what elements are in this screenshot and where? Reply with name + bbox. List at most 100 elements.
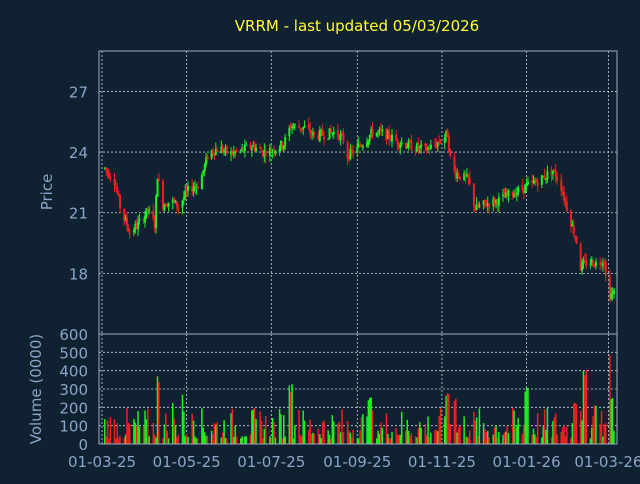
volume-bar	[434, 430, 436, 444]
candle-body	[162, 181, 165, 209]
candle-body	[543, 175, 546, 179]
volume-bar	[603, 424, 606, 444]
volume-bar	[147, 408, 149, 444]
candle-body	[137, 221, 140, 230]
candle-body	[289, 127, 292, 129]
volume-bar	[310, 433, 313, 444]
candle-body	[478, 205, 481, 208]
volume-bar	[321, 422, 324, 444]
candle-body	[371, 128, 374, 136]
candle-body	[299, 127, 302, 130]
candle-body	[571, 224, 574, 227]
candle-body	[517, 187, 520, 193]
candle-body	[230, 151, 233, 155]
volume-tick-label: 300	[59, 381, 88, 399]
candle-body	[436, 142, 439, 147]
candle-body	[350, 149, 353, 151]
candle-body	[349, 148, 352, 159]
volume-bar	[498, 431, 500, 444]
volume-bar	[463, 416, 465, 444]
volume-bar	[123, 437, 125, 444]
candle-body	[145, 208, 148, 217]
price-panel-frame	[98, 50, 618, 335]
candle-body	[264, 151, 267, 157]
date-tick-label: 01-07-25	[237, 453, 305, 471]
volume-bar	[371, 410, 374, 444]
volume-bar	[611, 397, 614, 444]
volume-bar	[133, 418, 135, 444]
volume-bar	[259, 411, 261, 444]
volume-bar	[410, 433, 413, 444]
candle-body	[554, 170, 557, 178]
volume-bar	[581, 420, 583, 444]
candle-body	[255, 147, 258, 152]
volume-bar	[418, 422, 421, 444]
volume-bar	[294, 425, 296, 444]
volume-bar	[493, 427, 496, 444]
candle-body	[347, 157, 350, 160]
candle-body	[501, 194, 504, 197]
volume-bar	[425, 435, 428, 444]
candle-body	[475, 203, 478, 211]
volume-tick-label: 400	[59, 363, 88, 381]
candle-body	[163, 204, 166, 210]
volume-bar	[262, 438, 264, 444]
candle-body	[307, 124, 310, 129]
volume-bar	[516, 425, 518, 444]
candle-body	[224, 146, 227, 150]
candle-body	[536, 182, 539, 186]
candle-body	[468, 178, 471, 184]
price-tick-label: 27	[69, 83, 88, 101]
volume-bar	[385, 413, 388, 444]
volume-bar	[183, 411, 185, 444]
candle-body	[447, 136, 450, 151]
volume-bar	[115, 438, 117, 444]
candle-body	[357, 143, 360, 147]
volume-bar	[407, 430, 410, 444]
volume-bar	[156, 376, 159, 444]
volume-bar	[134, 422, 137, 444]
candle-body	[273, 150, 276, 153]
candle-body	[449, 149, 452, 156]
volume-bar	[220, 437, 223, 444]
volume-bar	[357, 438, 360, 444]
candle-body	[232, 151, 235, 154]
candle-body	[583, 260, 586, 262]
candle-body	[608, 275, 611, 300]
volume-bar	[231, 408, 234, 444]
volume-bar	[492, 434, 495, 444]
volume-bar	[289, 392, 292, 444]
volume-bar	[148, 436, 150, 444]
candle-body	[400, 142, 403, 145]
volume-bar	[486, 430, 489, 444]
candle-body	[234, 151, 237, 153]
volume-bar	[292, 438, 295, 444]
candle-body	[109, 177, 112, 179]
candle-body	[465, 174, 468, 177]
volume-bar	[613, 430, 615, 444]
volume-bar	[105, 436, 107, 444]
volume-bar	[158, 381, 160, 444]
volume-bar	[381, 427, 384, 444]
volume-bar	[532, 428, 535, 444]
volume-bar	[473, 411, 475, 444]
volume-bar	[242, 437, 245, 444]
candle-body	[504, 192, 507, 198]
volume-bar	[366, 416, 368, 444]
volume-bar	[574, 402, 576, 444]
volume-bar	[302, 410, 304, 444]
volume-bar	[561, 427, 564, 444]
candle-body	[242, 147, 245, 151]
candle-body	[279, 140, 282, 149]
candle-body	[263, 150, 266, 157]
volume-bar	[430, 432, 432, 444]
candle-body	[550, 169, 553, 176]
candle-body	[200, 174, 203, 190]
candle-body	[221, 146, 224, 152]
volume-bar	[575, 404, 578, 444]
candle-body	[157, 178, 160, 182]
volume-bar	[485, 432, 488, 444]
candle-body	[532, 180, 535, 183]
volume-bar	[566, 426, 568, 444]
